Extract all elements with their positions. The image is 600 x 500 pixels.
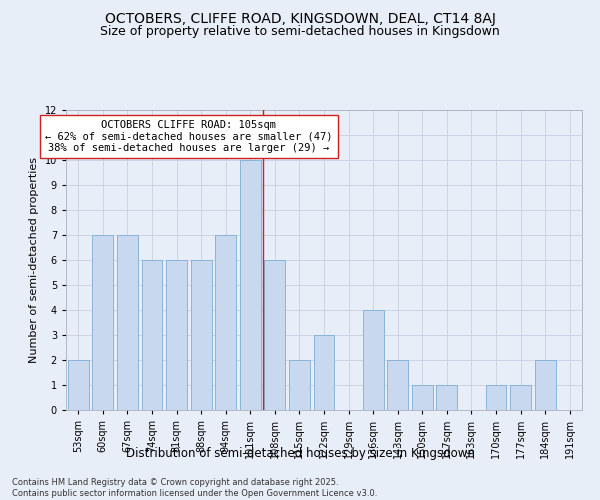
Text: Size of property relative to semi-detached houses in Kingsdown: Size of property relative to semi-detach… [100, 25, 500, 38]
Bar [117, 235, 138, 410]
Bar [412, 385, 433, 410]
Bar [314, 335, 334, 410]
Bar [142, 260, 163, 410]
Bar [191, 260, 212, 410]
Y-axis label: Number of semi-detached properties: Number of semi-detached properties [29, 157, 39, 363]
Bar [387, 360, 408, 410]
Bar [362, 310, 383, 410]
Text: OCTOBERS CLIFFE ROAD: 105sqm
← 62% of semi-detached houses are smaller (47)
38% : OCTOBERS CLIFFE ROAD: 105sqm ← 62% of se… [45, 120, 332, 153]
Bar [510, 385, 531, 410]
Bar [265, 260, 286, 410]
Bar [289, 360, 310, 410]
Bar [215, 235, 236, 410]
Text: Contains HM Land Registry data © Crown copyright and database right 2025.
Contai: Contains HM Land Registry data © Crown c… [12, 478, 377, 498]
Bar [166, 260, 187, 410]
Bar [92, 235, 113, 410]
Bar [436, 385, 457, 410]
Text: OCTOBERS, CLIFFE ROAD, KINGSDOWN, DEAL, CT14 8AJ: OCTOBERS, CLIFFE ROAD, KINGSDOWN, DEAL, … [104, 12, 496, 26]
Bar [535, 360, 556, 410]
Bar [485, 385, 506, 410]
Text: Distribution of semi-detached houses by size in Kingsdown: Distribution of semi-detached houses by … [125, 448, 475, 460]
Bar [68, 360, 89, 410]
Bar [240, 160, 261, 410]
